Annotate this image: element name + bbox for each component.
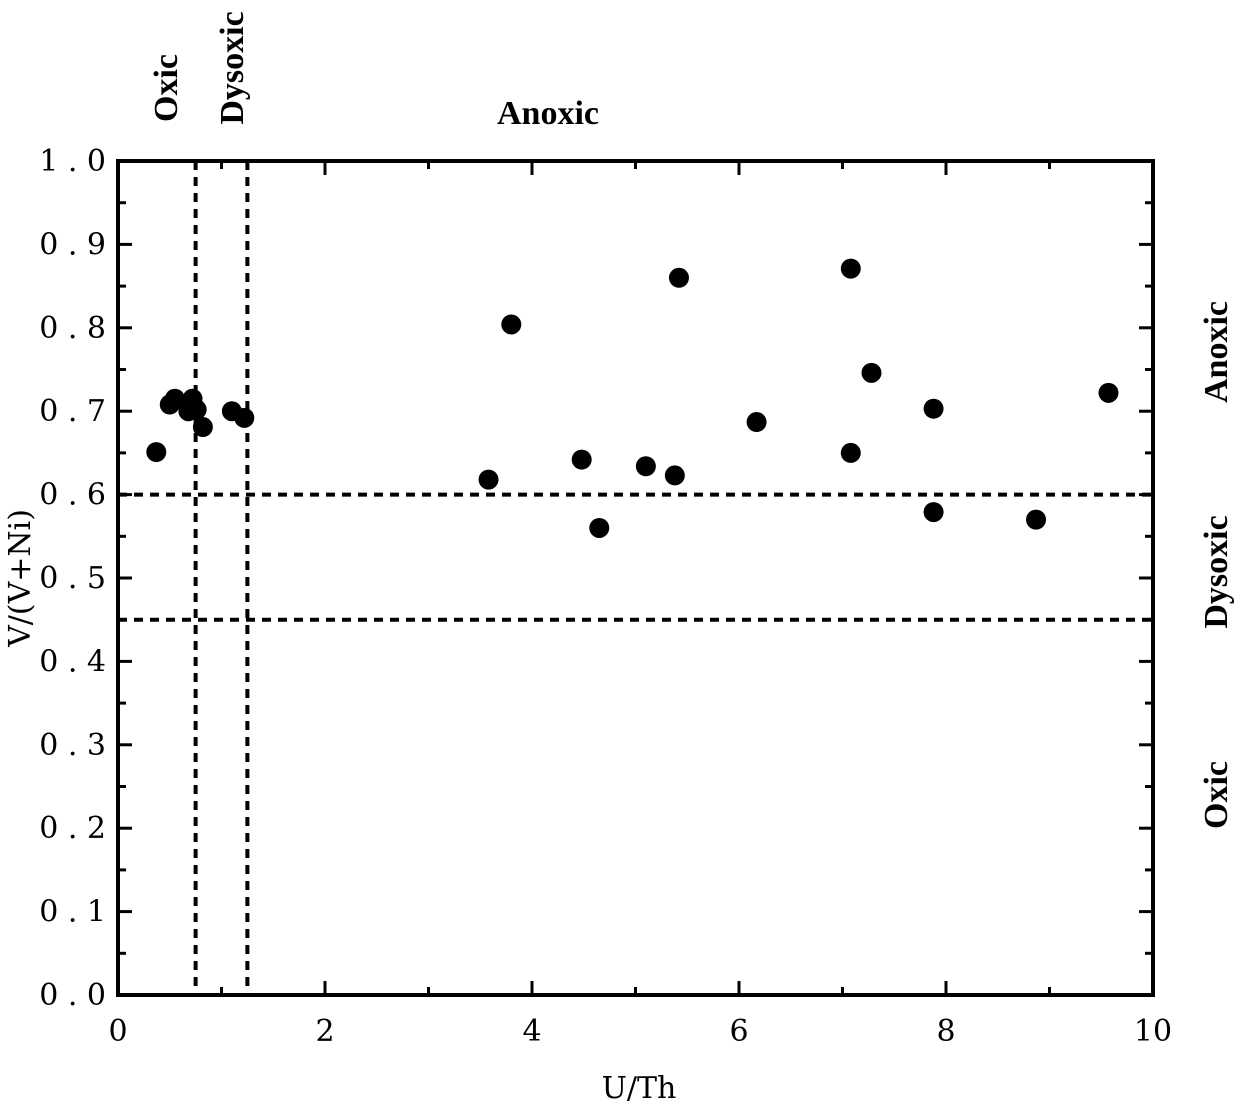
data-point-16: [746, 412, 767, 433]
x-tick-label: 0: [108, 1014, 127, 1049]
data-point-5: [186, 399, 207, 420]
data-point-19: [861, 362, 882, 383]
data-point-18: [840, 442, 861, 463]
y-tick-label: 0 . 2: [39, 811, 106, 846]
right-zone-label-oxic: Oxic: [1198, 761, 1235, 829]
top-zone-label-anoxic: Anoxic: [497, 95, 599, 132]
data-point-20: [923, 398, 944, 419]
data-points: [146, 258, 1119, 538]
data-point-11: [571, 449, 592, 470]
x-tick-label: 4: [522, 1014, 541, 1049]
axes: [116, 159, 1155, 997]
y-tick-label: 0 . 9: [39, 227, 106, 262]
labels: U/Th V/(V+Ni) Oxic Dysoxic Anoxic Anoxic…: [3, 11, 1235, 1106]
y-tick-label: 0 . 3: [39, 728, 106, 763]
data-point-6: [192, 417, 213, 438]
y-tick-label: 0 . 4: [39, 644, 106, 679]
data-point-21: [923, 502, 944, 523]
x-tick-label: 6: [729, 1014, 748, 1049]
y-tick-label: 0 . 5: [39, 561, 106, 596]
data-point-22: [1026, 509, 1047, 530]
y-tick-label: 0 . 0: [39, 978, 106, 1013]
y-tick-label: 0 . 1: [39, 895, 106, 930]
ticks: 0 2 4 6 8 10 0 . 0 0 . 1 0 . 2 0 . 3 0 . 4 0 . 5 0 .…: [39, 144, 1172, 1049]
data-point-13: [635, 456, 656, 477]
x-axis-title: U/Th: [602, 1071, 677, 1106]
x-tick-label: 8: [936, 1014, 955, 1049]
data-point-0: [146, 442, 167, 463]
data-point-17: [840, 258, 861, 279]
y-tick-label: 0 . 8: [39, 311, 106, 346]
data-point-15: [668, 267, 689, 288]
y-tick-label: 0 . 7: [39, 394, 106, 429]
data-point-2: [164, 388, 185, 409]
y-tick-label: 0 . 6: [39, 478, 106, 513]
data-point-10: [501, 314, 522, 335]
data-point-9: [478, 469, 499, 490]
data-point-12: [589, 517, 610, 538]
data-point-14: [664, 465, 685, 486]
right-zone-label-anoxic: Anoxic: [1198, 301, 1235, 403]
threshold-lines: [118, 161, 1153, 995]
data-point-8: [234, 407, 255, 428]
plot-frame: [116, 159, 1155, 997]
x-tick-label: 2: [315, 1014, 334, 1049]
y-axis-title: V/(V+Ni): [3, 509, 38, 648]
y-tick-label: 1 . 0: [39, 144, 106, 179]
top-zone-label-oxic: Oxic: [148, 54, 185, 122]
right-zone-label-dysoxic: Dysoxic: [1198, 515, 1235, 628]
top-zone-label-dysoxic: Dysoxic: [214, 11, 251, 124]
data-point-23: [1098, 382, 1119, 403]
x-tick-label: 10: [1134, 1014, 1172, 1049]
